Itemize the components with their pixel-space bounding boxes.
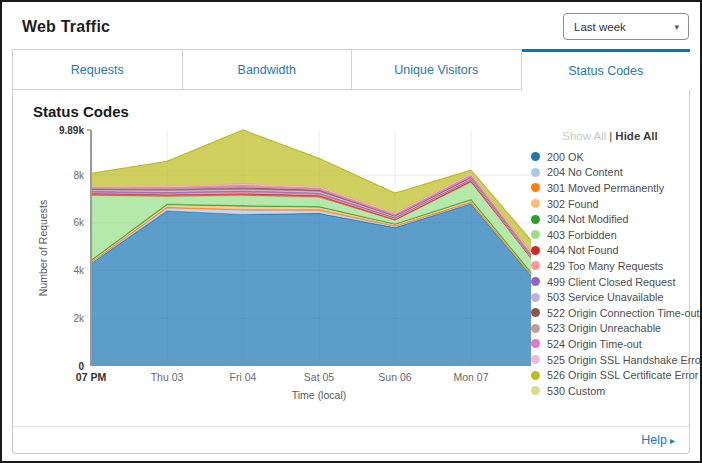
legend-dot-icon xyxy=(531,386,540,395)
legend-label: 523 Origin Unreachable xyxy=(547,322,661,334)
legend-dot-icon xyxy=(531,324,540,333)
legend-item[interactable]: 503 Service Unavailable xyxy=(531,289,689,305)
legend-label: 524 Origin Time-out xyxy=(547,338,642,350)
svg-text:Sat 05: Sat 05 xyxy=(304,371,335,383)
legend-item[interactable]: 530 Custom xyxy=(531,383,689,399)
legend-item[interactable]: 522 Origin Connection Time-out xyxy=(531,305,689,321)
legend-label: 200 OK xyxy=(547,151,584,163)
legend-item[interactable]: 302 Found xyxy=(531,196,689,212)
svg-text:0: 0 xyxy=(78,361,84,372)
legend-dot-icon xyxy=(531,293,540,302)
legend-dot-icon xyxy=(531,261,540,270)
svg-text:Time (local): Time (local) xyxy=(292,389,346,401)
legend-item[interactable]: 304 Not Modified xyxy=(531,211,689,227)
legend-dot-icon xyxy=(531,277,540,286)
legend-item[interactable]: 523 Origin Unreachable xyxy=(531,321,689,337)
legend-label: 530 Custom xyxy=(547,385,605,397)
page-title: Web Traffic xyxy=(22,18,110,36)
chart-legend: Show All|Hide All 200 OK 204 No Content 30… xyxy=(531,120,689,412)
legend-item[interactable]: 499 Client Closed Request xyxy=(531,274,689,290)
tab-bandwidth[interactable]: Bandwidth xyxy=(183,49,353,90)
svg-text:Fri 04: Fri 04 xyxy=(230,371,257,383)
legend-label: 525 Origin SSL Handshake Error xyxy=(547,354,702,366)
panel-footer: Help ▸ xyxy=(13,426,689,453)
svg-text:4k: 4k xyxy=(73,265,85,276)
tab-requests[interactable]: Requests xyxy=(12,49,183,90)
legend-item[interactable]: 403 Forbidden xyxy=(531,227,689,243)
legend-items: 200 OK 204 No Content 301 Moved Permanentl… xyxy=(531,149,689,399)
svg-text:6k: 6k xyxy=(73,217,85,228)
caret-down-icon: ▾ xyxy=(674,22,679,32)
tab-unique-visitors[interactable]: Unique Visitors xyxy=(352,49,522,90)
svg-text:Sun 06: Sun 06 xyxy=(378,371,411,383)
legend-item[interactable]: 524 Origin Time-out xyxy=(531,336,689,352)
legend-controls: Show All|Hide All xyxy=(531,126,689,149)
help-arrow-icon: ▸ xyxy=(670,435,675,446)
legend-item[interactable]: 429 Too Many Requests xyxy=(531,258,689,274)
legend-dot-icon xyxy=(531,168,540,177)
legend-dot-icon xyxy=(531,183,540,192)
legend-dot-icon xyxy=(531,371,540,380)
legend-item[interactable]: 525 Origin SSL Handshake Error xyxy=(531,352,689,368)
legend-item[interactable]: 404 Not Found xyxy=(531,243,689,259)
web-traffic-widget: Web Traffic Last week ▾ Requests Bandwid… xyxy=(0,0,702,463)
help-link[interactable]: Help ▸ xyxy=(641,433,675,447)
legend-item[interactable]: 204 No Content xyxy=(531,165,689,181)
svg-text:2k: 2k xyxy=(73,313,85,324)
legend-item[interactable]: 301 Moved Permanently xyxy=(531,180,689,196)
legend-label: 302 Found xyxy=(547,198,599,210)
legend-label: 503 Service Unavailable xyxy=(547,291,663,303)
legend-dot-icon xyxy=(531,308,540,317)
svg-text:9.89k: 9.89k xyxy=(59,125,84,136)
legend-label: 499 Client Closed Request xyxy=(547,276,675,288)
widget-header: Web Traffic Last week ▾ xyxy=(2,2,700,49)
time-range-select[interactable]: Last week ▾ xyxy=(563,13,689,40)
legend-label: 404 Not Found xyxy=(547,244,618,256)
legend-dot-icon xyxy=(531,339,540,348)
svg-text:07 PM: 07 PM xyxy=(76,371,107,383)
legend-label: 526 Origin SSL Certificate Error xyxy=(547,369,698,381)
hide-all-button[interactable]: Hide All xyxy=(615,130,657,142)
legend-separator: | xyxy=(609,130,612,142)
legend-label: 204 No Content xyxy=(547,166,623,178)
legend-label: 304 Not Modified xyxy=(547,213,629,225)
legend-dot-icon xyxy=(531,152,540,161)
svg-text:Number of Requests: Number of Requests xyxy=(37,200,49,296)
legend-label: 429 Too Many Requests xyxy=(547,260,663,272)
help-label: Help xyxy=(641,433,667,447)
svg-text:Mon 07: Mon 07 xyxy=(453,371,488,383)
tab-bar: Requests Bandwidth Unique Visitors Statu… xyxy=(12,49,690,90)
legend-item[interactable]: 526 Origin SSL Certificate Error xyxy=(531,367,689,383)
tab-status-codes[interactable]: Status Codes xyxy=(522,49,691,90)
legend-dot-icon xyxy=(531,246,540,255)
legend-dot-icon xyxy=(531,230,540,239)
legend-dot-icon xyxy=(531,215,540,224)
svg-text:8k: 8k xyxy=(73,170,85,181)
status-codes-panel: Status Codes 0 2k 4k 6k 8k 9.89k 07 PM Thu 03 Fr… xyxy=(12,90,690,454)
legend-dot-icon xyxy=(531,199,540,208)
show-all-button[interactable]: Show All xyxy=(562,130,606,142)
legend-label: 522 Origin Connection Time-out xyxy=(547,307,699,319)
chart-row: 0 2k 4k 6k 8k 9.89k 07 PM Thu 03 Fri 04 Sat 05 Sun… xyxy=(13,120,689,412)
chart-title: Status Codes xyxy=(13,90,689,120)
time-range-value: Last week xyxy=(574,21,626,33)
legend-label: 301 Moved Permanently xyxy=(547,182,664,194)
svg-text:Thu 03: Thu 03 xyxy=(151,371,184,383)
legend-dot-icon xyxy=(531,355,540,364)
legend-label: 403 Forbidden xyxy=(547,229,617,241)
legend-item[interactable]: 200 OK xyxy=(531,149,689,165)
status-codes-chart: 0 2k 4k 6k 8k 9.89k 07 PM Thu 03 Fri 04 Sat 05 Sun… xyxy=(33,120,531,412)
